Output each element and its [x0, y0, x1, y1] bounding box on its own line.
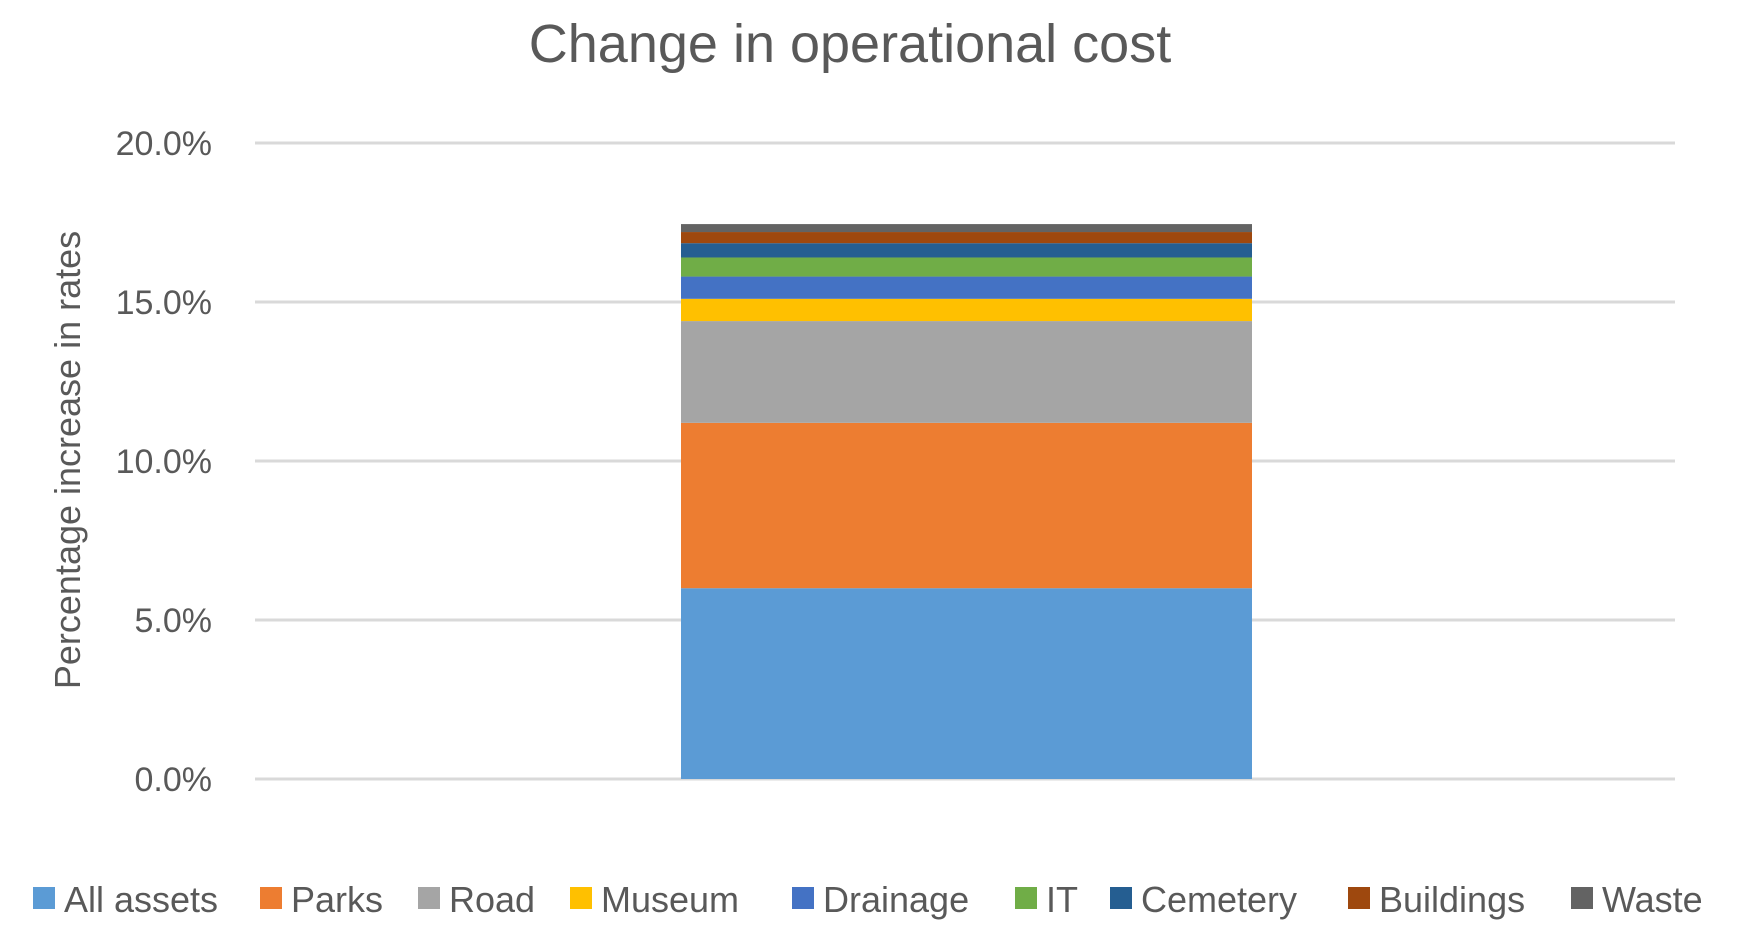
legend-swatch [1015, 887, 1037, 909]
bar-segment-waste [681, 224, 1252, 233]
bar-segment-cemetery [681, 243, 1252, 258]
bar-segment-drainage [681, 276, 1252, 299]
y-axis-ticks: 0.0% 5.0% 10.0% 15.0% 20.0% [116, 125, 212, 799]
bar-segment-it [681, 257, 1252, 277]
legend: All assets Parks Road Museum Drainage IT Cemet… [33, 879, 1703, 920]
y-tick-label: 0.0% [135, 761, 213, 799]
legend-label: Museum [601, 879, 739, 920]
y-tick-label: 15.0% [116, 284, 212, 322]
y-tick-label: 10.0% [116, 443, 212, 481]
stacked-bar [681, 224, 1252, 779]
legend-swatch [570, 887, 592, 909]
legend-swatch [418, 887, 440, 909]
chart-title: Change in operational cost [529, 14, 1171, 74]
bar-segment-parks [681, 422, 1252, 589]
legend-label: IT [1046, 879, 1078, 920]
legend-swatch [260, 887, 282, 909]
legend-label: Drainage [823, 879, 969, 920]
bar-segment-all-assets [681, 588, 1252, 779]
legend-label: Road [449, 879, 535, 920]
bar-segment-road [681, 321, 1252, 423]
legend-swatch [792, 887, 814, 909]
legend-swatch [33, 887, 55, 909]
legend-label: Cemetery [1141, 879, 1297, 920]
y-axis-label: Percentage increase in rates [47, 231, 88, 689]
legend-swatch [1110, 887, 1132, 909]
legend-swatch [1348, 887, 1370, 909]
y-tick-label: 20.0% [116, 125, 212, 163]
legend-label: All assets [64, 879, 218, 920]
legend-label: Waste [1602, 879, 1703, 920]
bar-segment-museum [681, 298, 1252, 322]
bar-segment-buildings [681, 232, 1252, 244]
legend-swatch [1571, 887, 1593, 909]
legend-label: Parks [291, 879, 383, 920]
y-tick-label: 5.0% [135, 602, 213, 640]
legend-label: Buildings [1379, 879, 1525, 920]
